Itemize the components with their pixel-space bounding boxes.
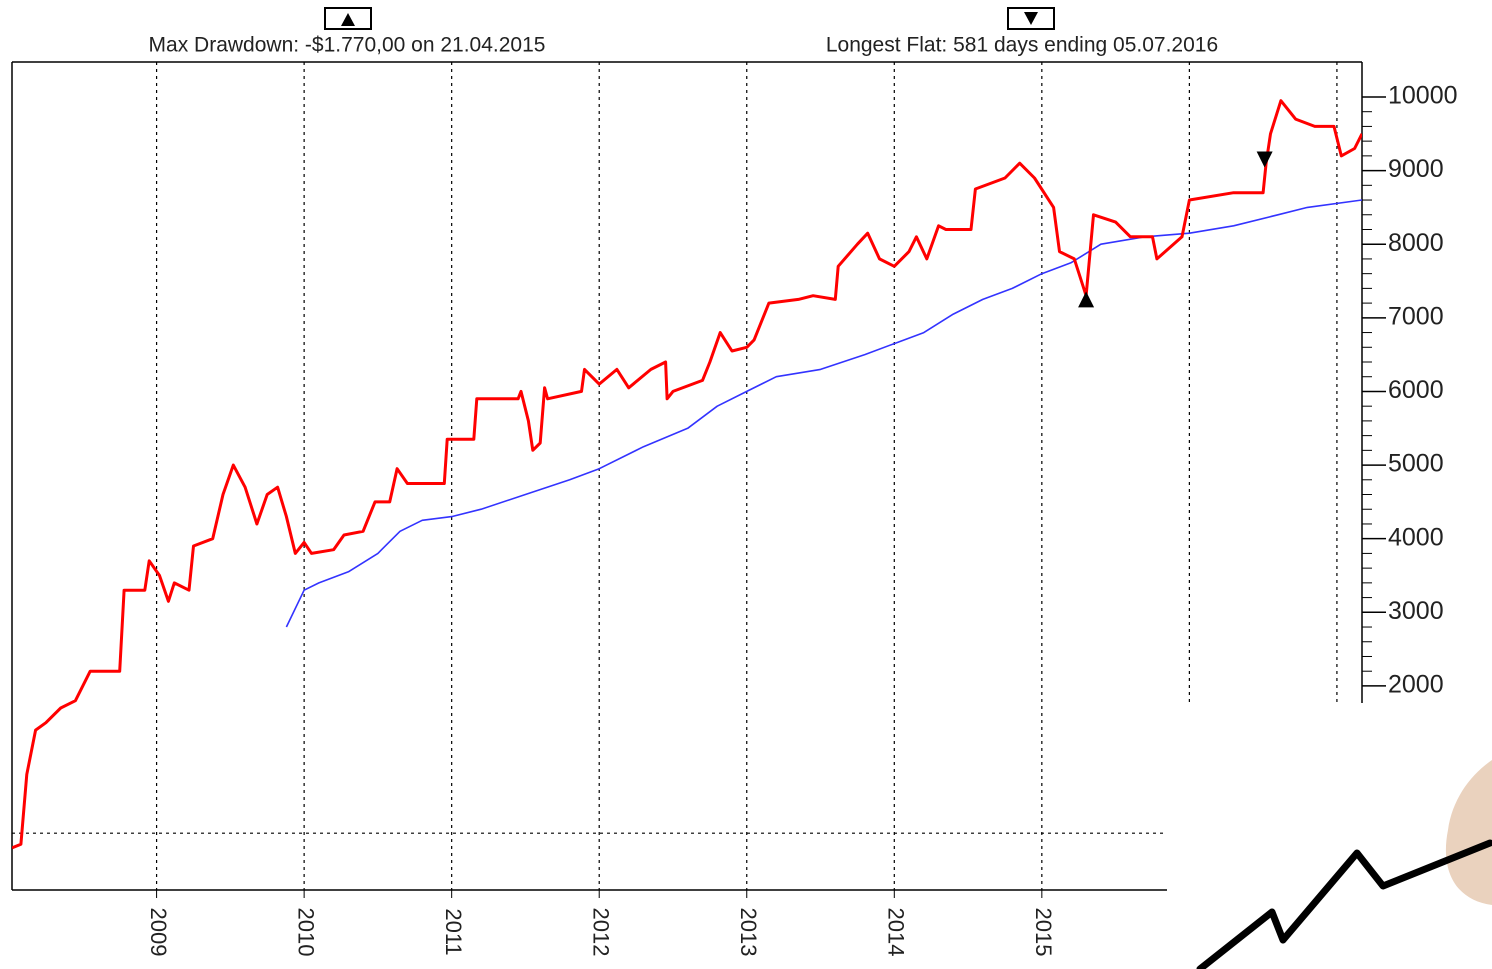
x-tick-label: 2011 — [441, 908, 466, 955]
x-tick-label: 2015 — [1031, 908, 1056, 957]
y-tick-label: 10000 — [1388, 82, 1458, 110]
y-tick-label: 5000 — [1388, 450, 1444, 478]
y-tick-label: 9000 — [1388, 155, 1444, 183]
y-tick-label: 2000 — [1388, 671, 1444, 699]
x-tick-label: 2010 — [293, 908, 318, 957]
y-tick-label: 3000 — [1388, 597, 1444, 625]
y-tick-label: 6000 — [1388, 376, 1444, 404]
y-tick-label: 4000 — [1388, 523, 1444, 551]
chart: Max Drawdown: -$1.770,00 on 21.04.2015 L… — [0, 0, 1492, 969]
y-tick-label: 8000 — [1388, 229, 1444, 257]
y-tick-label: 7000 — [1388, 302, 1444, 330]
annotation: Longest Flat: 581 days ending 05.07.2016 — [826, 34, 1218, 57]
x-tick-label: 2012 — [588, 908, 613, 957]
annotation: Max Drawdown: -$1.770,00 on 21.04.2015 — [149, 34, 546, 57]
x-tick-label: 2009 — [146, 908, 171, 957]
series-line — [286, 200, 1362, 627]
drawdown-marker — [1257, 152, 1273, 168]
overlay-image — [1167, 703, 1492, 969]
x-tick-label: 2014 — [883, 908, 908, 957]
drawdown-marker — [1078, 291, 1094, 307]
series-line — [12, 101, 1362, 848]
x-tick-label: 2013 — [736, 908, 761, 957]
